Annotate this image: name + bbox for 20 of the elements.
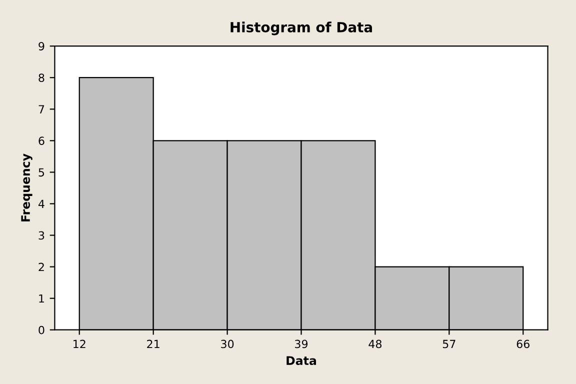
y-tick-label: 6 — [38, 136, 44, 146]
y-axis-title: Frequency — [21, 154, 32, 222]
x-tick-label: 30 — [221, 340, 234, 348]
x-axis-title: Data — [286, 356, 316, 366]
y-tick-label: 3 — [38, 231, 44, 240]
y-tick-label: 8 — [38, 74, 44, 82]
x-tick-label: 48 — [368, 340, 382, 348]
x-tick-label: 39 — [295, 340, 308, 348]
y-tick-label: 4 — [38, 200, 44, 208]
y-tick-label: 1 — [39, 294, 44, 303]
y-tick-label: 7 — [38, 105, 44, 114]
x-tick-label: 66 — [516, 340, 530, 348]
y-tick-label: 9 — [38, 42, 44, 50]
y-tick-label: 5 — [38, 168, 44, 177]
x-tick-label: 21 — [147, 340, 160, 348]
y-tick-label: 2 — [38, 262, 44, 272]
x-tick-label: 57 — [442, 340, 456, 348]
x-tick-label: 12 — [74, 340, 86, 348]
chart-title: Histogram of Data — [230, 22, 372, 36]
y-tick-label: 0 — [38, 326, 44, 334]
